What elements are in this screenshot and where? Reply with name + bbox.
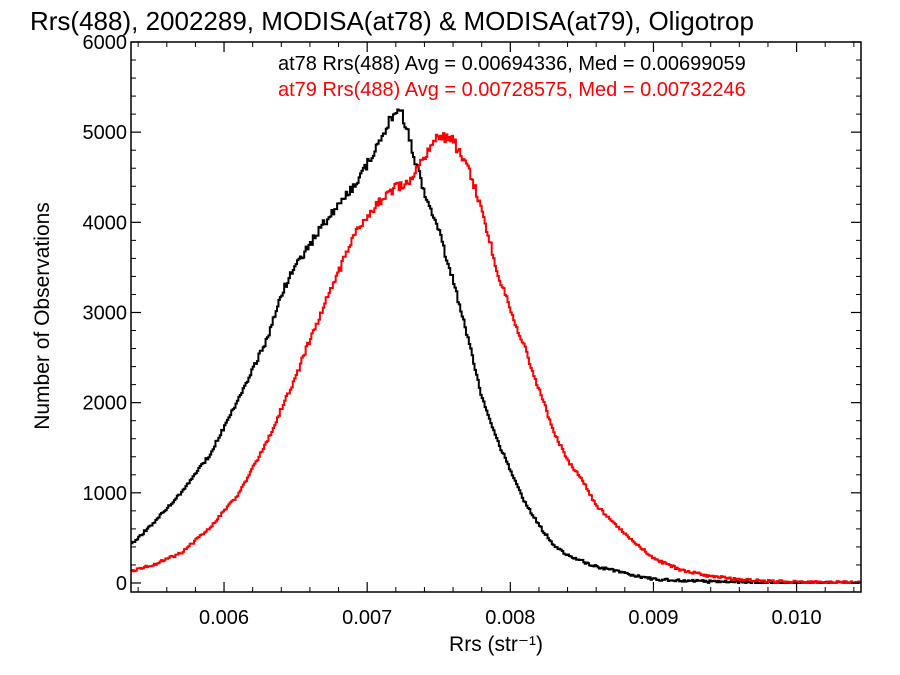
series-line-0 xyxy=(131,108,861,584)
legend-entry-at79: at79 Rrs(488) Avg = 0.00728575, Med = 0.… xyxy=(278,79,746,101)
y-tick-label: 3000 xyxy=(83,302,128,324)
series-line-1 xyxy=(131,132,861,584)
y-tick-label: 5000 xyxy=(83,122,128,144)
y-tick-label: 0 xyxy=(116,573,127,595)
x-tick-label: 0.010 xyxy=(772,607,822,629)
plot-frame xyxy=(130,41,862,593)
x-tick-label: 0.007 xyxy=(342,607,392,629)
y-axis-label: Number of Observations xyxy=(31,202,54,430)
x-tick-label: 0.006 xyxy=(199,607,249,629)
y-tick-label: 6000 xyxy=(83,32,128,54)
chart-title: Rrs(488), 2002289, MODISA(at78) & MODISA… xyxy=(30,6,754,36)
y-tick-label: 1000 xyxy=(83,483,128,505)
x-tick-label: 0.009 xyxy=(628,607,678,629)
legend-entry-at78: at78 Rrs(488) Avg = 0.00694336, Med = 0.… xyxy=(278,53,746,75)
y-tick-label: 2000 xyxy=(83,393,128,415)
y-tick-label: 4000 xyxy=(83,212,128,234)
x-axis-label: Rrs (str⁻¹) xyxy=(449,633,543,656)
x-tick-label: 0.008 xyxy=(485,607,535,629)
